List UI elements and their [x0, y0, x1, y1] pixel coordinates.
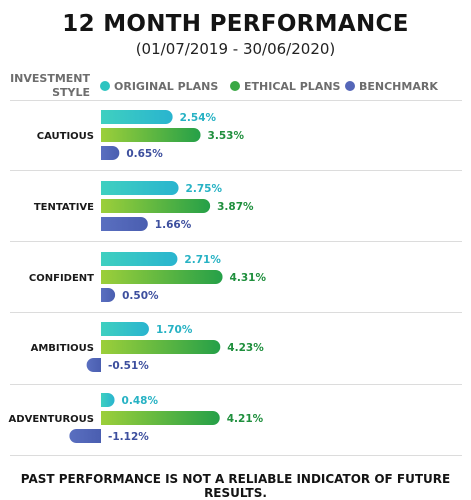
legend-item-benchmark: BENCHMARK: [345, 80, 438, 93]
divider: [10, 100, 462, 101]
legend-label-ethical: ETHICAL PLANS: [244, 80, 341, 93]
legend-swatch-ethical: [230, 81, 240, 91]
divider: [10, 455, 462, 456]
value-label-ethical-ambitious: 4.23%: [227, 342, 264, 354]
bar-benchmark-ambitious: [86, 358, 101, 372]
value-label-original-tentative: 2.75%: [186, 183, 223, 195]
bar-benchmark-confident: [101, 288, 116, 302]
legend: INVESTMENT STYLE ORIGINAL PLANS ETHICAL …: [0, 72, 471, 104]
chart-title: 12 MONTH PERFORMANCE: [62, 11, 409, 37]
value-label-ethical-confident: 4.31%: [230, 272, 267, 284]
legend-label-original: ORIGINAL PLANS: [114, 80, 219, 93]
bar-original-tentative: [101, 181, 179, 195]
bar-ethical-cautious: [101, 128, 201, 142]
value-label-original-ambitious: 1.70%: [156, 324, 193, 336]
category-label-cautious: CAUTIOUS: [37, 131, 94, 142]
legend-item-ethical: ETHICAL PLANS: [230, 80, 340, 93]
value-label-original-cautious: 2.54%: [180, 112, 217, 124]
value-label-original-confident: 2.71%: [184, 254, 221, 266]
value-label-benchmark-cautious: 0.65%: [126, 148, 163, 160]
bar-ethical-adventurous: [101, 411, 220, 425]
value-label-benchmark-adventurous: -1.12%: [108, 431, 149, 443]
category-label-tentative: TENTATIVE: [34, 202, 94, 213]
disclaimer: PAST PERFORMANCE IS NOT A RELIABLE INDIC…: [20, 472, 451, 500]
legend-title-line2: STYLE: [52, 86, 90, 99]
value-label-ethical-adventurous: 4.21%: [227, 413, 264, 425]
bar-benchmark-cautious: [101, 146, 120, 160]
value-label-benchmark-confident: 0.50%: [122, 290, 159, 302]
chart-subtitle: (01/07/2019 - 30/06/2020): [135, 40, 336, 58]
value-label-ethical-cautious: 3.53%: [208, 130, 245, 142]
bar-original-confident: [101, 252, 178, 266]
bar-original-cautious: [101, 110, 173, 124]
bar-original-ambitious: [101, 322, 149, 336]
divider: [10, 384, 462, 385]
divider: [10, 241, 462, 242]
value-label-benchmark-ambitious: -0.51%: [108, 360, 149, 372]
bar-ethical-ambitious: [101, 340, 221, 354]
legend-swatch-benchmark: [345, 81, 355, 91]
value-label-original-adventurous: 0.48%: [122, 395, 159, 407]
legend-title-line1: INVESTMENT: [10, 72, 90, 85]
bar-benchmark-tentative: [101, 217, 148, 231]
divider: [10, 170, 462, 171]
category-label-ambitious: AMBITIOUS: [31, 343, 94, 354]
legend-item-original: ORIGINAL PLANS: [100, 80, 218, 93]
category-label-confident: CONFIDENT: [29, 273, 94, 284]
value-label-benchmark-tentative: 1.66%: [155, 219, 192, 231]
bar-ethical-tentative: [101, 199, 211, 213]
legend-swatch-original: [100, 81, 110, 91]
divider: [10, 312, 462, 313]
legend-label-benchmark: BENCHMARK: [359, 80, 438, 93]
bar-ethical-confident: [101, 270, 223, 284]
category-label-adventurous: ADVENTUROUS: [9, 414, 94, 425]
legend-title: INVESTMENT STYLE: [10, 72, 90, 100]
bar-benchmark-adventurous: [69, 429, 101, 443]
bar-original-adventurous: [101, 393, 115, 407]
value-label-ethical-tentative: 3.87%: [217, 201, 254, 213]
